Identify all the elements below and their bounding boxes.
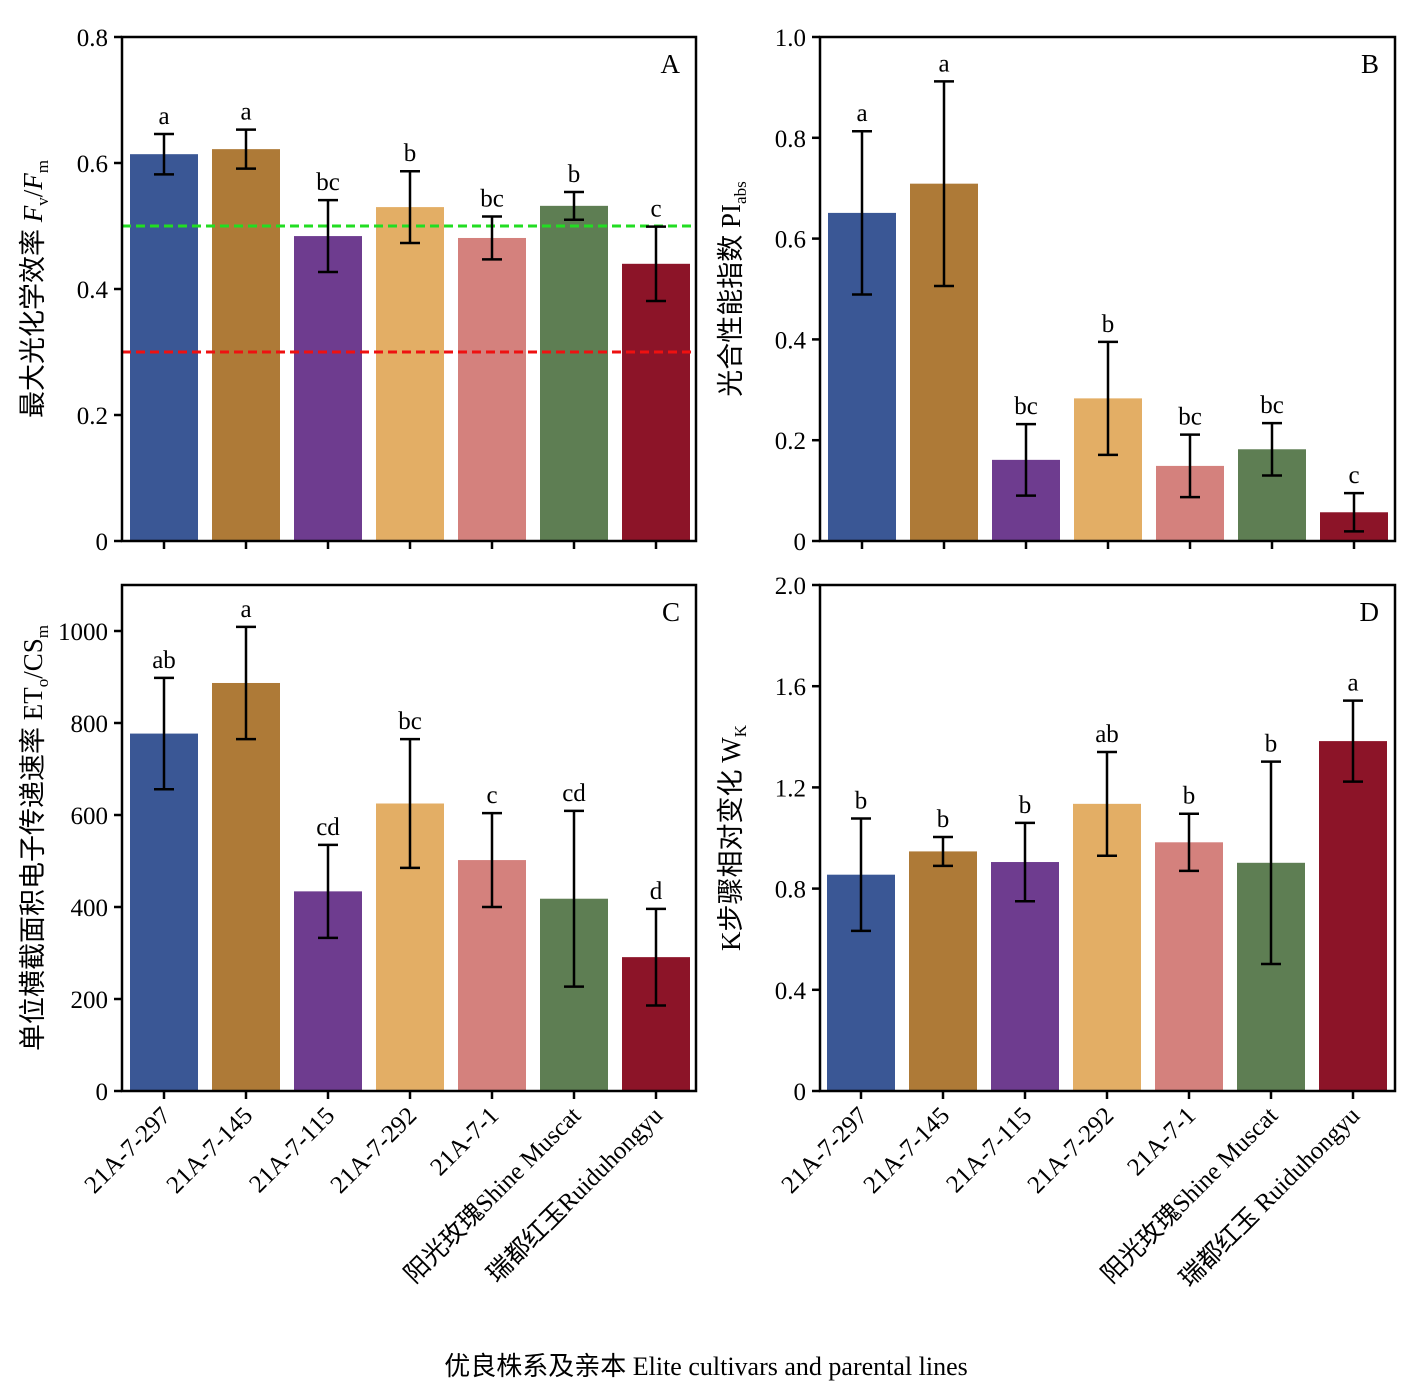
x-tick-label: 21A-7-1 <box>425 1102 504 1181</box>
significance-letter: a <box>240 596 251 623</box>
x-tick-label: 21A-7-297 <box>777 1102 874 1199</box>
y-tick-label: 1.6 <box>775 674 806 701</box>
panel-label: A <box>661 49 681 79</box>
y-tick-label: 0 <box>794 529 807 556</box>
significance-letter: a <box>240 99 251 126</box>
bar <box>909 851 977 1091</box>
significance-letter: b <box>404 140 417 167</box>
y-tick-label: 2.0 <box>775 573 806 600</box>
significance-letter: b <box>1183 783 1196 810</box>
bar <box>212 682 280 1091</box>
panel-B: a a bc b bc bc c B 0 0.2 0.4 0.6 0.8 1.0 光合性能指数 PIabs <box>716 25 1397 556</box>
y-tick-label: 0.4 <box>77 277 109 304</box>
y-tick-label: 0.4 <box>775 978 807 1005</box>
y-tick-label: 1.2 <box>775 775 806 802</box>
significance-letter: ab <box>1095 721 1119 748</box>
bar <box>294 236 362 541</box>
y-tick-label: 0.8 <box>775 126 806 153</box>
significance-letter: a <box>856 100 867 127</box>
significance-letter: bc <box>1014 393 1038 420</box>
significance-letter: bc <box>1260 392 1284 419</box>
y-axis-title: K步骤相对变化 WK <box>716 724 750 951</box>
y-tick-label: 0.8 <box>77 25 108 52</box>
significance-letter: c <box>486 782 497 809</box>
significance-letter: bc <box>1178 404 1202 431</box>
significance-letter: d <box>650 878 663 905</box>
bar <box>130 154 198 541</box>
bar <box>376 207 444 541</box>
bar <box>212 149 280 541</box>
significance-letter: ab <box>152 647 176 674</box>
significance-letter: a <box>1347 670 1358 697</box>
y-tick-label: 0.2 <box>77 403 108 430</box>
y-tick-label: 0.6 <box>775 227 806 254</box>
x-tick-label: 21A-7-115 <box>941 1102 1037 1198</box>
x-tick-label: 21A-7-292 <box>1023 1102 1120 1199</box>
y-tick-label: 800 <box>71 711 109 738</box>
panel-D: bbbabbbaD00.40.81.21.62.021A-7-29721A-7-… <box>716 573 1397 1293</box>
significance-letter: cd <box>562 780 586 807</box>
bar <box>1155 842 1223 1091</box>
bar <box>130 733 198 1091</box>
y-tick-label: 0.8 <box>775 877 806 904</box>
y-tick-label: 0.6 <box>77 151 108 178</box>
y-axis-title: 最大光化学效率 Fv/Fm <box>18 160 52 418</box>
x-tick-label: 21A-7-1 <box>1122 1102 1201 1181</box>
bar <box>458 237 526 541</box>
significance-letter: b <box>568 161 581 188</box>
significance-letter: b <box>1102 311 1115 338</box>
y-tick-label: 1.0 <box>775 25 806 52</box>
x-tick-label: 21A-7-145 <box>162 1102 259 1199</box>
y-tick-label: 200 <box>71 987 109 1014</box>
significance-letter: b <box>1019 792 1032 819</box>
bar <box>622 263 690 541</box>
significance-letter: b <box>937 806 950 833</box>
y-tick-label: 0.4 <box>775 327 807 354</box>
y-axis-title: 单位横截面积电子传递速率 ETo/CSm <box>18 625 52 1051</box>
x-axis-title: 优良株系及亲本 Elite cultivars and parental lin… <box>444 1352 968 1381</box>
significance-letter: bc <box>398 708 422 735</box>
y-tick-label: 400 <box>71 895 109 922</box>
significance-letter: cd <box>316 814 340 841</box>
x-tick-label: 21A-7-115 <box>244 1102 340 1198</box>
significance-letter: b <box>855 788 868 815</box>
y-tick-label: 600 <box>71 803 109 830</box>
y-tick-label: 0 <box>96 1079 109 1106</box>
x-tick-label: 21A-7-292 <box>326 1102 423 1199</box>
x-tick-label: 21A-7-145 <box>859 1102 956 1199</box>
panel-label: D <box>1360 597 1380 627</box>
panel-label: B <box>1361 49 1379 79</box>
y-tick-label: 0.2 <box>775 428 806 455</box>
significance-letter: a <box>938 50 949 77</box>
y-tick-label: 0 <box>96 529 109 556</box>
bar <box>540 205 608 541</box>
panel-label: C <box>662 597 680 627</box>
significance-letter: bc <box>316 169 340 196</box>
significance-letter: a <box>158 103 169 130</box>
y-tick-label: 1000 <box>58 619 108 646</box>
y-tick-label: 0 <box>794 1079 807 1106</box>
x-tick-label: 21A-7-297 <box>80 1102 177 1199</box>
significance-letter: c <box>650 196 661 223</box>
significance-letter: c <box>1348 462 1359 489</box>
significance-letter: b <box>1265 731 1278 758</box>
y-axis-title: 光合性能指数 PIabs <box>716 181 750 396</box>
bar <box>1319 741 1387 1091</box>
significance-letter: bc <box>480 186 504 213</box>
